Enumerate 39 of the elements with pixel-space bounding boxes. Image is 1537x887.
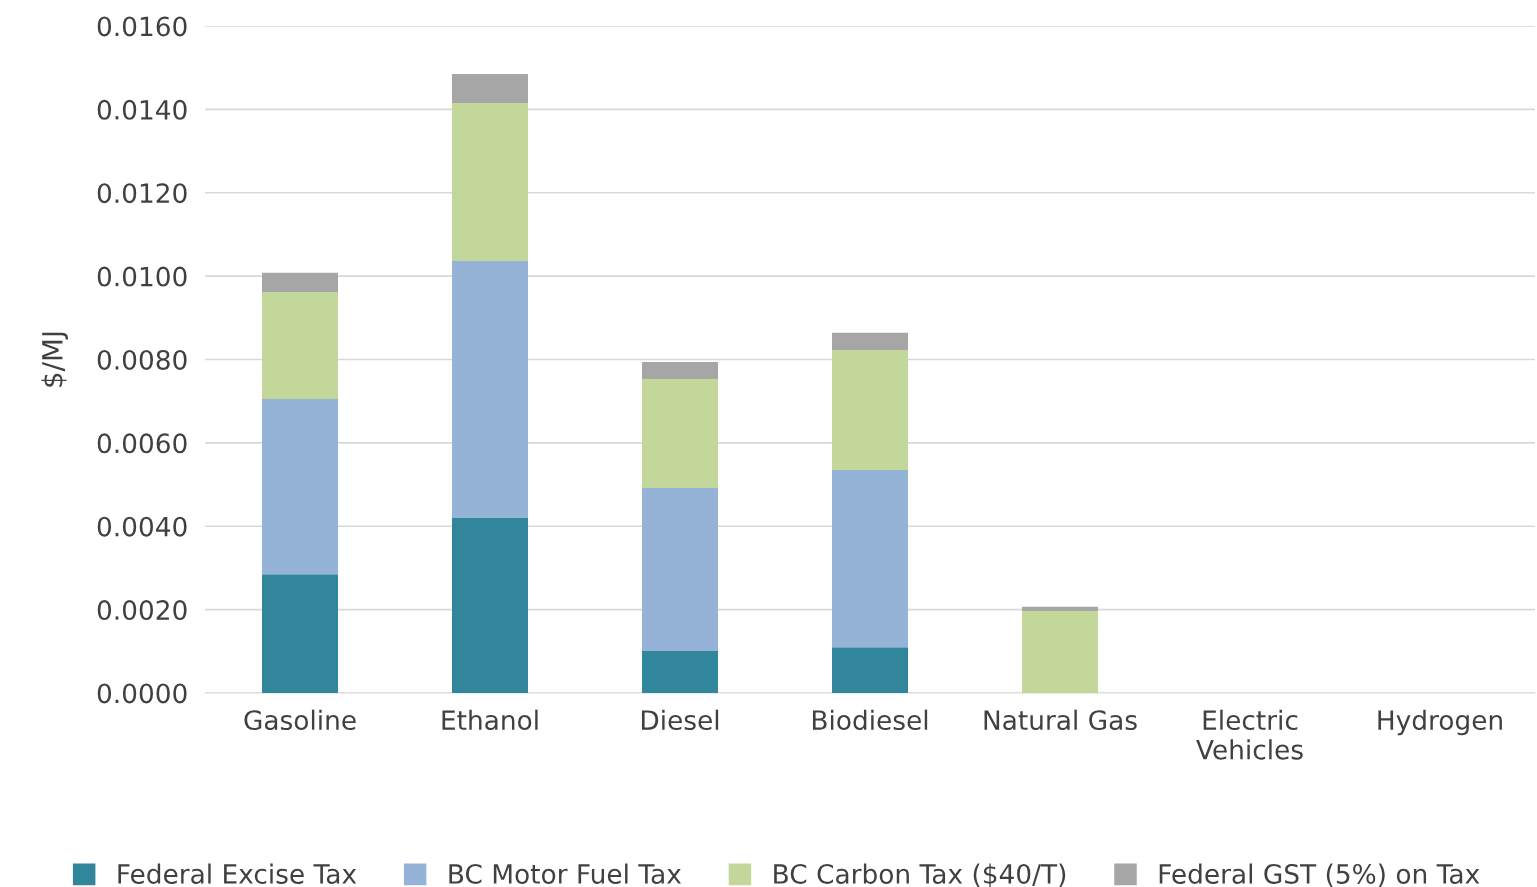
y-tick-label: 0.0080 <box>97 349 187 370</box>
bar <box>262 574 338 693</box>
bar <box>642 487 718 651</box>
legend-label: Federal Excise Tax <box>118 863 357 884</box>
bar <box>262 399 338 575</box>
bar <box>642 362 718 380</box>
bar <box>452 261 528 518</box>
bar <box>1022 606 1098 611</box>
y-tick-label: 0.0140 <box>97 99 187 120</box>
bar <box>832 349 908 470</box>
legend-label: Federal GST (5%) on Tax <box>1159 863 1480 887</box>
legend-label: BC Carbon Tax ($40/T) <box>774 863 1066 887</box>
bar <box>262 291 338 400</box>
bar <box>832 469 908 648</box>
y-axis-title: $/MJ <box>41 332 68 387</box>
bar <box>452 73 528 104</box>
bar <box>452 103 528 262</box>
bar <box>642 650 718 693</box>
legend-label: BC Motor Fuel Tax <box>449 863 682 884</box>
x-tick-label: Ethanol <box>442 709 538 731</box>
y-tick-label: 0.0040 <box>97 516 187 537</box>
y-tick-label: 0.0020 <box>97 600 187 621</box>
bar <box>832 332 908 350</box>
x-tick-label: Electric Vehicles <box>1196 709 1303 760</box>
y-tick-label: 0.0060 <box>97 433 187 454</box>
bar <box>832 647 908 693</box>
y-tick-label: 0.0000 <box>97 683 187 704</box>
bar <box>262 272 338 292</box>
x-tick-label: Biodiesel <box>812 709 928 731</box>
x-tick-label: Hydrogen <box>1378 709 1502 736</box>
y-tick-label: 0.0160 <box>97 16 187 37</box>
bar <box>642 379 718 488</box>
bar <box>452 517 528 693</box>
x-tick-label: Diesel <box>641 709 719 731</box>
x-tick-label: Gasoline <box>244 709 356 731</box>
x-tick-label: Natural Gas <box>984 709 1137 731</box>
y-tick-label: 0.0120 <box>97 183 187 204</box>
y-tick-label: 0.0100 <box>97 266 187 287</box>
bar <box>1022 610 1098 693</box>
